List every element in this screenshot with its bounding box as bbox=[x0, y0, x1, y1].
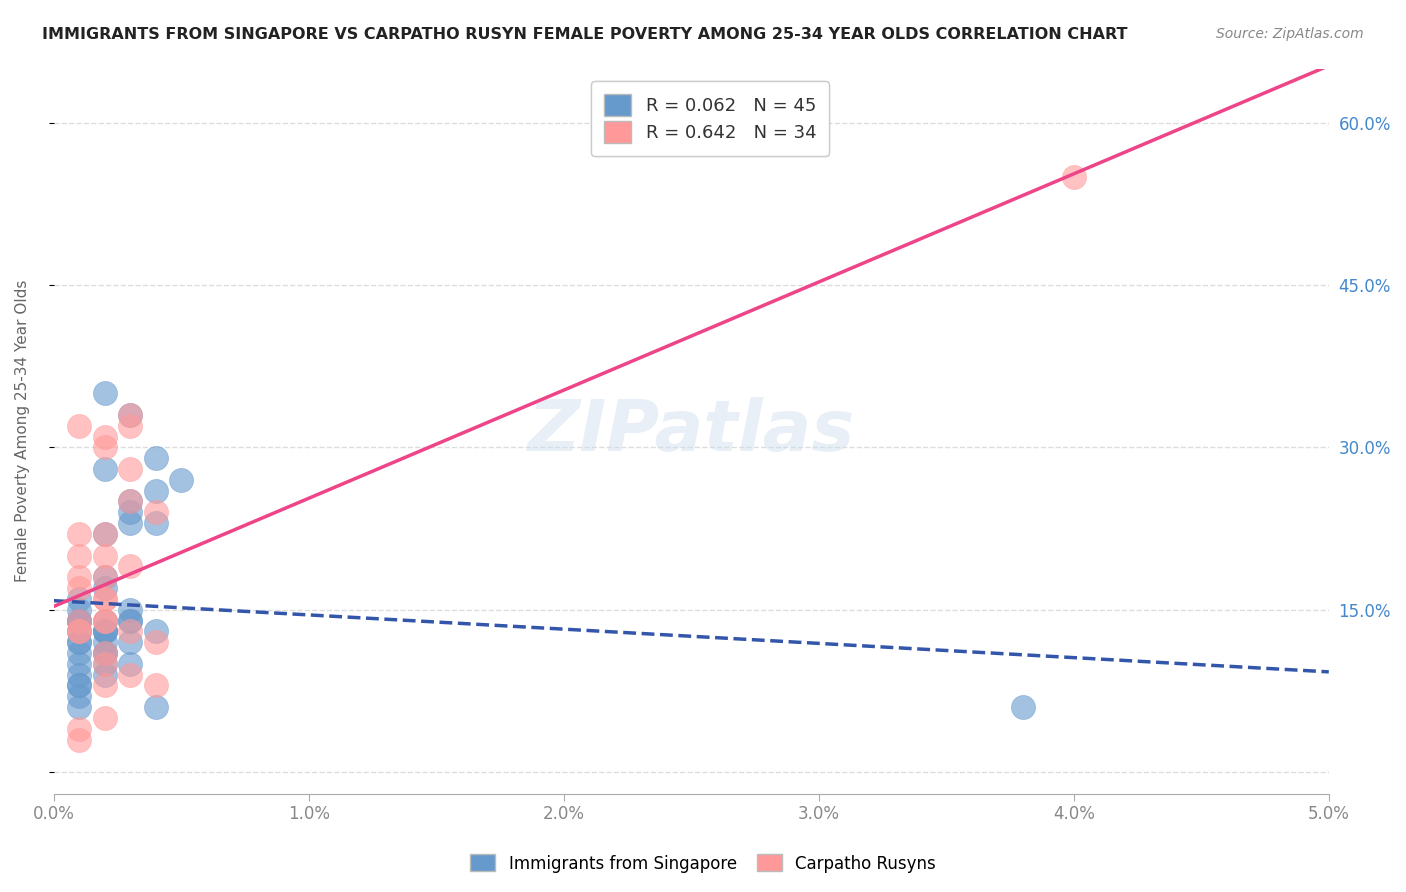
Point bbox=[93, 429, 115, 443]
Point bbox=[93, 711, 115, 725]
Point bbox=[67, 549, 90, 563]
Y-axis label: Female Poverty Among 25-34 Year Olds: Female Poverty Among 25-34 Year Olds bbox=[15, 280, 30, 582]
Point bbox=[93, 591, 115, 606]
Point bbox=[93, 591, 115, 606]
Point bbox=[145, 505, 167, 519]
Point bbox=[93, 570, 115, 584]
Point bbox=[93, 646, 115, 660]
Point bbox=[67, 614, 90, 628]
Point bbox=[93, 667, 115, 681]
Point bbox=[67, 624, 90, 639]
Point bbox=[120, 614, 142, 628]
Point bbox=[93, 657, 115, 671]
Point bbox=[67, 624, 90, 639]
Point bbox=[93, 646, 115, 660]
Point bbox=[67, 602, 90, 616]
Point bbox=[67, 667, 90, 681]
Point bbox=[145, 678, 167, 692]
Point bbox=[67, 591, 90, 606]
Point bbox=[93, 614, 115, 628]
Point bbox=[120, 667, 142, 681]
Point bbox=[67, 614, 90, 628]
Point bbox=[67, 690, 90, 704]
Point bbox=[93, 678, 115, 692]
Point bbox=[1011, 700, 1033, 714]
Text: ZIPatlas: ZIPatlas bbox=[527, 397, 855, 466]
Point bbox=[67, 527, 90, 541]
Point bbox=[67, 635, 90, 649]
Point bbox=[67, 732, 90, 747]
Point bbox=[120, 624, 142, 639]
Text: Source: ZipAtlas.com: Source: ZipAtlas.com bbox=[1216, 27, 1364, 41]
Point bbox=[67, 635, 90, 649]
Point bbox=[67, 678, 90, 692]
Point bbox=[67, 722, 90, 736]
Point bbox=[120, 516, 142, 530]
Point bbox=[67, 614, 90, 628]
Point bbox=[120, 602, 142, 616]
Legend: R = 0.062   N = 45, R = 0.642   N = 34: R = 0.062 N = 45, R = 0.642 N = 34 bbox=[592, 81, 828, 156]
Point bbox=[120, 462, 142, 476]
Point bbox=[93, 624, 115, 639]
Point bbox=[93, 614, 115, 628]
Point bbox=[67, 646, 90, 660]
Point bbox=[67, 700, 90, 714]
Point bbox=[67, 418, 90, 433]
Point bbox=[145, 483, 167, 498]
Point bbox=[93, 635, 115, 649]
Point bbox=[93, 657, 115, 671]
Point bbox=[93, 386, 115, 401]
Point bbox=[93, 462, 115, 476]
Point bbox=[120, 505, 142, 519]
Point bbox=[145, 516, 167, 530]
Point bbox=[67, 570, 90, 584]
Text: IMMIGRANTS FROM SINGAPORE VS CARPATHO RUSYN FEMALE POVERTY AMONG 25-34 YEAR OLDS: IMMIGRANTS FROM SINGAPORE VS CARPATHO RU… bbox=[42, 27, 1128, 42]
Legend: Immigrants from Singapore, Carpatho Rusyns: Immigrants from Singapore, Carpatho Rusy… bbox=[464, 847, 942, 880]
Point bbox=[93, 624, 115, 639]
Point bbox=[93, 549, 115, 563]
Point bbox=[120, 494, 142, 508]
Point bbox=[170, 473, 193, 487]
Point bbox=[145, 451, 167, 466]
Point bbox=[120, 408, 142, 422]
Point bbox=[93, 570, 115, 584]
Point bbox=[120, 635, 142, 649]
Point bbox=[1063, 169, 1085, 184]
Point bbox=[145, 635, 167, 649]
Point bbox=[93, 614, 115, 628]
Point bbox=[67, 581, 90, 595]
Point bbox=[67, 624, 90, 639]
Point bbox=[120, 494, 142, 508]
Point bbox=[120, 559, 142, 574]
Point bbox=[93, 527, 115, 541]
Point bbox=[120, 408, 142, 422]
Point bbox=[120, 657, 142, 671]
Point bbox=[93, 624, 115, 639]
Point bbox=[93, 440, 115, 454]
Point bbox=[145, 700, 167, 714]
Point bbox=[93, 527, 115, 541]
Point bbox=[120, 614, 142, 628]
Point bbox=[145, 624, 167, 639]
Point bbox=[93, 581, 115, 595]
Point bbox=[67, 678, 90, 692]
Point bbox=[67, 614, 90, 628]
Point bbox=[67, 657, 90, 671]
Point bbox=[93, 646, 115, 660]
Point bbox=[120, 418, 142, 433]
